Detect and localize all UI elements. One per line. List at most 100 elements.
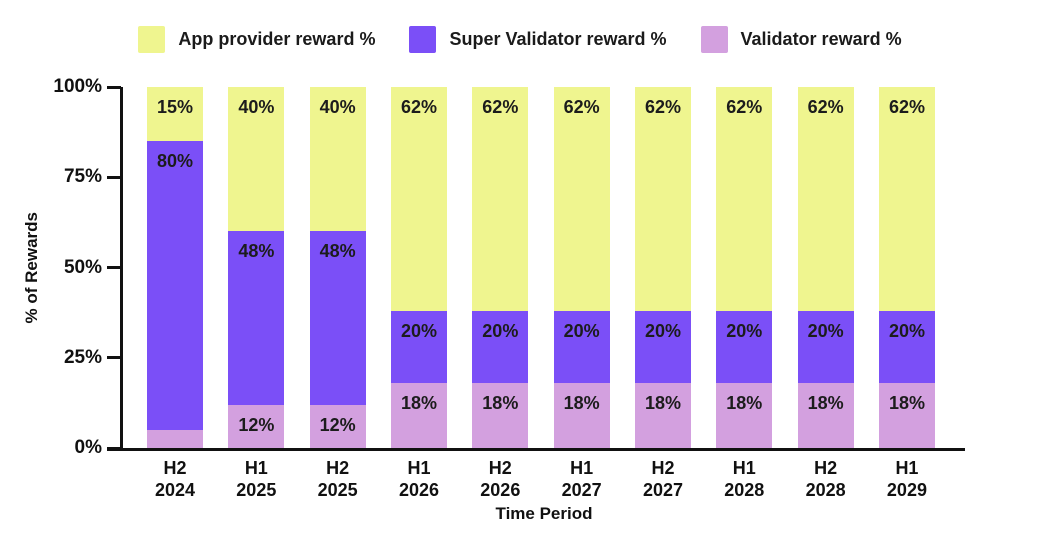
segment-app-provider-reward: 62% (878, 87, 935, 311)
x-label-half: H1 (244, 458, 268, 478)
segment-value-label: 62% (807, 97, 844, 118)
x-label-half: H2 (814, 458, 838, 478)
segment-validator-reward: 18% (878, 383, 935, 448)
segment-value-label: 20% (482, 320, 519, 341)
segment-app-provider-reward: 40% (309, 87, 366, 232)
segment-value-label: 18% (482, 393, 519, 414)
segment-app-provider-reward: 15% (147, 87, 203, 142)
x-label-year: 2026 (398, 480, 439, 500)
segment-value-label: 20% (888, 320, 925, 341)
x-label-half: H1 (570, 458, 594, 478)
x-label-half: H1 (407, 458, 431, 478)
segment-value-label: 18% (726, 393, 763, 414)
x-category-label-h1-2026: H1 2026 (391, 457, 447, 501)
segment-value-label: 18% (644, 393, 681, 414)
segment-validator-reward: 12% (228, 404, 285, 448)
x-category-label-h2-2027: H2 2027 (635, 457, 691, 501)
y-tick-mark (107, 446, 121, 450)
segment-value-label: 62% (644, 97, 681, 118)
segment-super-validator-reward: 20% (390, 310, 447, 384)
x-label-half: H2 (326, 458, 350, 478)
legend-item-validator-reward: Validator reward % (700, 26, 902, 53)
x-label-half: H2 (488, 458, 512, 478)
segment-value-label: 40% (319, 97, 356, 118)
segment-app-provider-reward: 40% (228, 87, 285, 232)
x-category-label-h2-2025: H2 2025 (310, 457, 366, 501)
segment-value-label: 48% (319, 241, 356, 262)
segment-app-provider-reward: 62% (797, 87, 854, 311)
bar-h1-2026: 18% 20% 62% (390, 87, 447, 448)
segment-value-label: 18% (888, 393, 925, 414)
segment-validator-reward: 18% (390, 383, 447, 448)
segment-super-validator-reward: 20% (878, 310, 935, 384)
segment-validator-reward: 18% (634, 383, 691, 448)
segment-value-label: 62% (400, 97, 437, 118)
x-category-label-h2-2026: H2 2026 (472, 457, 528, 501)
segment-validator-reward: 18% (716, 383, 773, 448)
legend-item-super-validator-reward: Super Validator reward % (409, 26, 667, 53)
bar-h1-2027: 18% 20% 62% (553, 87, 610, 448)
legend: App provider reward % Super Validator rew… (0, 26, 1040, 53)
segment-super-validator-reward: 48% (228, 231, 285, 405)
segment-value-label: 12% (319, 414, 356, 435)
bar-h2-2028: 18% 20% 62% (797, 87, 854, 448)
x-label-year: 2028 (805, 480, 846, 500)
segment-app-provider-reward: 62% (472, 87, 529, 311)
x-category-label-h1-2025: H1 2025 (228, 457, 284, 501)
y-tick-label: 75% (63, 166, 102, 188)
x-category-label-h1-2028: H1 2028 (716, 457, 772, 501)
legend-label: Super Validator reward % (449, 29, 667, 49)
segment-validator-reward: 12% (309, 404, 366, 448)
bar-h2-2027: 18% 20% 62% (634, 87, 691, 448)
x-label-year: 2025 (317, 480, 358, 500)
x-label-year: 2027 (642, 480, 683, 500)
y-tick-label: 50% (63, 256, 102, 278)
x-label-year: 2028 (724, 480, 765, 500)
x-category-label-h2-2024: H2 2024 (147, 457, 203, 501)
x-label-year: 2025 (236, 480, 277, 500)
x-axis-title: Time Period (495, 504, 593, 523)
segment-super-validator-reward: 20% (797, 310, 854, 384)
y-tick-mark (107, 266, 121, 269)
segment-value-label: 40% (238, 97, 275, 118)
segment-validator-reward: 18% (797, 383, 854, 448)
y-tick-mark (107, 175, 121, 179)
x-axis-labels: H2 2024 H1 2025 H2 2025 H1 2026 H2 2026 H1 2027 H2 20… (123, 457, 965, 501)
segment-value-label: 62% (888, 97, 925, 118)
segment-super-validator-reward: 80% (147, 141, 203, 430)
x-category-label-h1-2027: H1 2027 (554, 457, 610, 501)
segment-value-label: 48% (238, 241, 275, 262)
bar-h2-2024: 5% 80% 15% (147, 87, 203, 448)
segment-app-provider-reward: 62% (716, 87, 773, 311)
x-label-half: H2 (651, 458, 675, 478)
segment-value-label: 18% (563, 393, 600, 414)
segment-app-provider-reward: 62% (634, 87, 691, 311)
legend-label: Validator reward % (740, 29, 902, 49)
y-tick-label: 100% (53, 76, 102, 97)
segment-app-provider-reward: 62% (390, 87, 447, 311)
segment-value-label: 15% (156, 97, 194, 118)
bar-h1-2028: 18% 20% 62% (716, 87, 773, 448)
y-tick-mark (107, 85, 121, 89)
segment-value-label: 20% (807, 320, 844, 341)
legend-swatch-icon (138, 26, 166, 53)
segment-validator-reward: 18% (553, 383, 610, 448)
segment-value-label: 20% (726, 320, 763, 341)
y-tick-label: 25% (63, 346, 102, 368)
y-axis-line (120, 87, 123, 451)
x-label-year: 2027 (561, 480, 602, 500)
x-category-label-h1-2029: H1 2029 (879, 457, 935, 501)
segment-super-validator-reward: 20% (634, 310, 691, 384)
x-category-label-h2-2028: H2 2028 (798, 457, 854, 501)
segment-value-label: 12% (238, 414, 275, 435)
bar-h1-2029: 18% 20% 62% (878, 87, 935, 448)
segment-value-label: 62% (563, 97, 600, 118)
segment-value-label: 18% (807, 393, 844, 414)
legend-label: App provider reward % (178, 29, 376, 49)
bar-h1-2025: 12% 48% 40% (228, 87, 285, 448)
segment-value-label: 20% (563, 320, 600, 341)
plot-area: 5% 80% 15% 12% 48% 40% 12% 48% 40% 18% 20% 62% 18% 20… (123, 87, 965, 448)
segment-value-label: 20% (644, 320, 681, 341)
legend-item-app-provider-reward: App provider reward % (138, 26, 375, 53)
segment-super-validator-reward: 20% (472, 310, 529, 384)
